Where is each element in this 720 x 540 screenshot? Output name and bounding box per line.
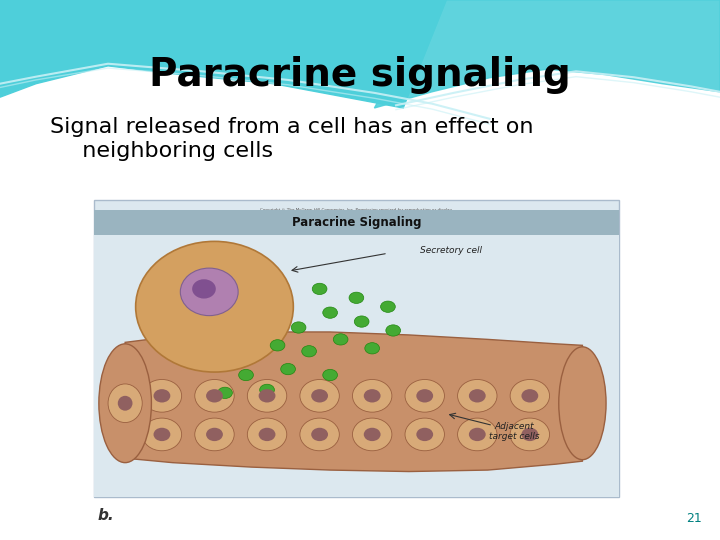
Ellipse shape	[405, 418, 444, 451]
Ellipse shape	[354, 316, 369, 327]
Ellipse shape	[510, 380, 549, 412]
Text: Paracrine signaling: Paracrine signaling	[149, 56, 571, 93]
Ellipse shape	[118, 396, 132, 410]
Text: Adjacent
target cells: Adjacent target cells	[489, 422, 539, 441]
Ellipse shape	[365, 343, 379, 354]
Ellipse shape	[135, 241, 293, 372]
Ellipse shape	[258, 389, 276, 402]
Ellipse shape	[458, 380, 497, 412]
Ellipse shape	[281, 363, 295, 375]
Ellipse shape	[469, 428, 486, 441]
Ellipse shape	[108, 384, 143, 422]
Polygon shape	[125, 332, 582, 471]
Ellipse shape	[291, 322, 306, 333]
Ellipse shape	[302, 346, 317, 357]
Ellipse shape	[386, 325, 400, 336]
Ellipse shape	[217, 387, 233, 399]
Ellipse shape	[510, 418, 549, 451]
Ellipse shape	[143, 418, 181, 451]
Ellipse shape	[238, 369, 253, 381]
Text: Paracrine Signaling: Paracrine Signaling	[292, 217, 421, 230]
Ellipse shape	[458, 418, 497, 451]
Ellipse shape	[559, 347, 606, 460]
Ellipse shape	[206, 389, 223, 402]
Ellipse shape	[99, 344, 151, 463]
Ellipse shape	[416, 389, 433, 402]
Polygon shape	[374, 0, 720, 108]
Text: neighboring cells: neighboring cells	[68, 141, 274, 161]
Ellipse shape	[349, 292, 364, 303]
FancyBboxPatch shape	[94, 235, 619, 497]
Ellipse shape	[300, 418, 339, 451]
Ellipse shape	[153, 428, 171, 441]
Ellipse shape	[300, 380, 339, 412]
Polygon shape	[0, 0, 446, 108]
Ellipse shape	[381, 301, 395, 312]
Ellipse shape	[416, 428, 433, 441]
Ellipse shape	[405, 380, 444, 412]
Ellipse shape	[143, 380, 181, 412]
Ellipse shape	[311, 428, 328, 441]
Ellipse shape	[192, 279, 216, 299]
FancyBboxPatch shape	[94, 200, 619, 497]
Text: Copyright © The McGraw-Hill Companies, Inc. Permission required for reproduction: Copyright © The McGraw-Hill Companies, I…	[260, 208, 453, 212]
Ellipse shape	[258, 428, 276, 441]
Ellipse shape	[353, 418, 392, 451]
Ellipse shape	[312, 284, 327, 294]
Ellipse shape	[323, 307, 338, 318]
Text: b.: b.	[97, 508, 114, 523]
Ellipse shape	[260, 384, 274, 395]
Ellipse shape	[206, 428, 223, 441]
Ellipse shape	[353, 380, 392, 412]
Text: 21: 21	[686, 512, 702, 525]
Ellipse shape	[153, 389, 171, 402]
Ellipse shape	[311, 389, 328, 402]
FancyBboxPatch shape	[94, 210, 619, 235]
Ellipse shape	[323, 369, 338, 381]
Ellipse shape	[364, 428, 381, 441]
Ellipse shape	[195, 380, 234, 412]
Ellipse shape	[270, 340, 285, 351]
Ellipse shape	[248, 380, 287, 412]
Ellipse shape	[248, 418, 287, 451]
Text: Secretory cell: Secretory cell	[420, 246, 482, 255]
Ellipse shape	[521, 389, 539, 402]
Ellipse shape	[364, 389, 381, 402]
Ellipse shape	[195, 418, 234, 451]
Ellipse shape	[333, 334, 348, 345]
Ellipse shape	[521, 428, 539, 441]
Text: Signal released from a cell has an effect on: Signal released from a cell has an effec…	[50, 117, 534, 137]
Ellipse shape	[180, 268, 238, 315]
Ellipse shape	[469, 389, 486, 402]
